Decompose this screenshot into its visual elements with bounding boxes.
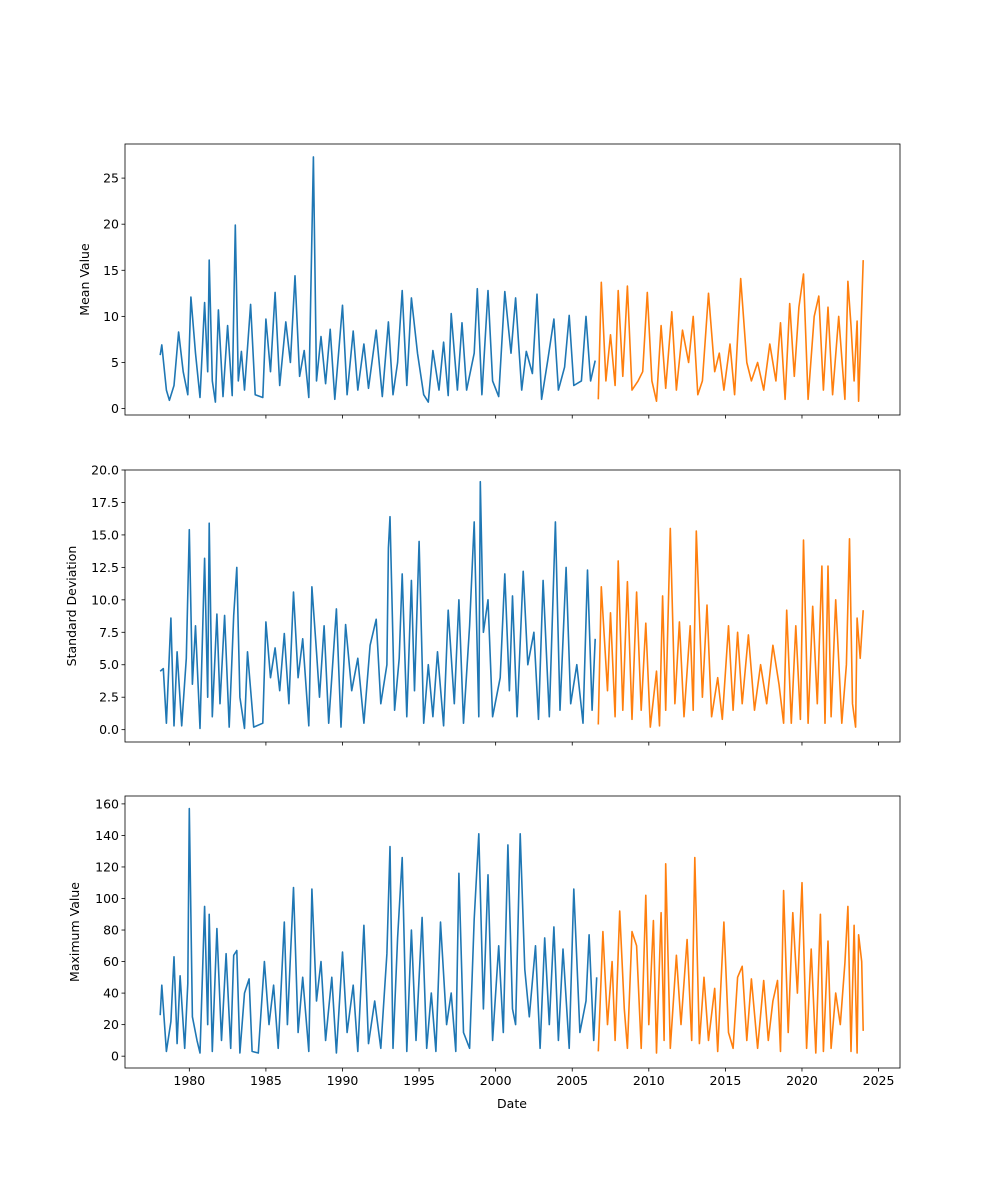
- axes-frame: [124, 143, 901, 416]
- y-tick-label: 7.5: [99, 625, 119, 640]
- y-tick-label: 0: [111, 401, 119, 416]
- x-tick-label: 2025: [863, 1073, 895, 1088]
- y-tick-label: 80: [103, 923, 119, 938]
- y-tick-label: 0.0: [99, 722, 119, 737]
- subplot-3: 0 20 40 60 80 100 120 140 160 1980 1985 1990 1995 200…: [67, 795, 901, 1088]
- y-tick-label: 20.0: [91, 463, 119, 478]
- x-tick-label: 2020: [786, 1073, 818, 1088]
- subplot-1: 0 5 10 15 20 25 Mean Value: [77, 143, 901, 419]
- series-line-orange: [597, 527, 864, 728]
- series-line-orange: [597, 260, 864, 402]
- axes-frame: [124, 795, 901, 1069]
- series-line-blue: [159, 480, 596, 730]
- x-tick-label: 2010: [633, 1073, 665, 1088]
- y-tick-label: 140: [95, 828, 119, 843]
- y-tick-label: 10.0: [91, 592, 119, 607]
- series-line-blue: [159, 807, 598, 1054]
- y-tick-label: 15.0: [91, 527, 119, 542]
- x-axis-label: Date: [497, 1096, 527, 1111]
- y-tick-label: 0: [111, 1049, 119, 1064]
- subplot-2: 0.0 2.5 5.0 7.5 10.0 12.5 15.0 17.5 20.0 Standard…: [64, 463, 901, 746]
- x-tick-label: 1980: [173, 1073, 205, 1088]
- x-tick-label: 2005: [556, 1073, 588, 1088]
- x-tick-label: 1985: [250, 1073, 282, 1088]
- y-tick-label: 20: [103, 1017, 119, 1032]
- x-tick-label: 2015: [709, 1073, 741, 1088]
- y-tick-label: 17.5: [91, 495, 119, 510]
- y-tick-label: 25: [103, 171, 119, 186]
- y-tick-label: 100: [95, 891, 119, 906]
- y-tick-label: 5.0: [99, 657, 119, 672]
- x-tick-label: 1990: [327, 1073, 359, 1088]
- y-tick-label: 160: [95, 796, 119, 811]
- y-tick-label: 40: [103, 986, 119, 1001]
- x-tick-label: 2000: [480, 1073, 512, 1088]
- x-tick-label: 1995: [403, 1073, 435, 1088]
- series-line-orange: [597, 856, 864, 1054]
- y-axis-label: Standard Deviation: [64, 546, 79, 667]
- y-tick-label: 15: [103, 263, 119, 278]
- y-tick-label: 20: [103, 217, 119, 232]
- y-axis-label: Mean Value: [77, 243, 92, 316]
- y-tick-label: 10: [103, 309, 119, 324]
- axes-frame: [124, 469, 901, 743]
- y-tick-label: 2.5: [99, 690, 119, 705]
- y-tick-label: 12.5: [91, 560, 119, 575]
- y-tick-label: 120: [95, 859, 119, 874]
- series-line-blue: [159, 156, 596, 403]
- y-tick-label: 60: [103, 954, 119, 969]
- y-tick-label: 5: [111, 355, 119, 370]
- y-axis-label: Maximum Value: [67, 882, 82, 982]
